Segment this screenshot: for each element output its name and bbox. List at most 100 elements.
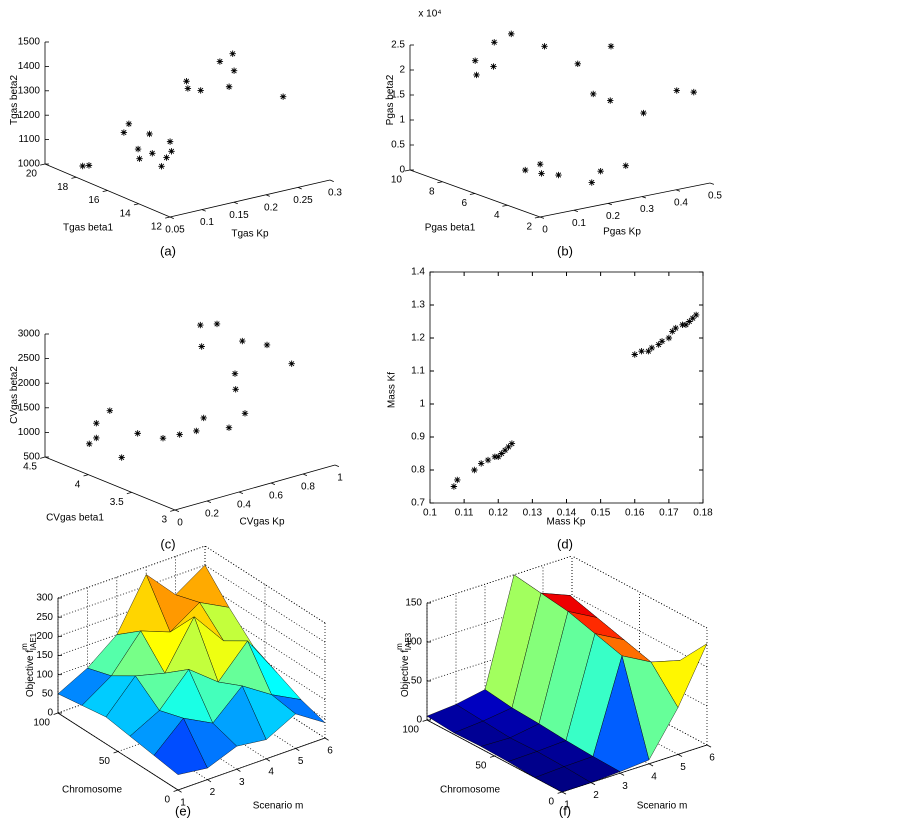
y-tick-label: 14 [120,208,132,219]
x-tick-label: 0.3 [328,188,342,199]
point [590,90,597,98]
point [484,456,492,464]
y-tick-label: 0.8 [411,465,425,476]
point [229,50,236,57]
y-tick-label: 1.3 [411,300,425,311]
x-tick [297,187,302,190]
x-tick [539,216,545,219]
x-tick [334,464,340,467]
y-tick [113,751,119,754]
x-axis-label: Scenario m [253,801,304,812]
point [279,93,287,100]
x-tick [201,209,206,212]
y-tick-label: 0.7 [411,498,425,509]
caption: (d) [557,536,573,551]
point [176,431,183,438]
point [263,341,271,349]
point [491,453,499,460]
point [232,386,239,393]
point [193,427,200,435]
z-tick-label: 50 [42,688,54,699]
y-tick [502,204,508,207]
x-tick-label: 0.3 [640,204,654,215]
x-tick-label: 0.14 [557,508,577,519]
point [454,476,461,484]
x-tick-label: 1 [564,800,570,811]
point [197,321,204,329]
y-tick [83,474,89,477]
y-tick [165,216,171,219]
y-tick-label: 50 [475,761,487,772]
y-tick-label: 20 [26,169,38,180]
x-axis-label: Scenario m [637,801,688,812]
point [648,344,656,352]
y-tick-label: 16 [88,195,100,206]
z-tick-label: 150 [36,650,53,661]
surface-face [534,766,592,793]
x-tick [206,500,212,503]
point [665,334,673,342]
z-tick-label: 0 [47,708,53,719]
x-tick-label: 0.13 [523,508,543,519]
x-tick-label: 5 [680,762,686,773]
y-tick-label: 3.5 [110,497,124,508]
x-tick [329,179,334,182]
z-tick-label: 100 [405,637,422,648]
x-tick-label: 2 [210,787,216,798]
x-tick-label: 0.16 [625,508,645,519]
x-tick [324,737,329,741]
x-tick [265,758,271,762]
z-tick-label: 1 [399,115,405,126]
point [166,138,174,145]
x-tick [561,791,567,795]
z-tick-label: 150 [405,598,422,609]
y-tick-label: 100 [33,718,50,729]
z-axis-label-text: Tgas beta2 [9,75,20,125]
point [125,120,133,128]
y-axis-label: Mass Kf [387,372,398,408]
point [490,63,497,70]
z-tick-label: 1200 [18,110,41,121]
y-tick-label: 10 [391,175,403,186]
x-tick [709,182,715,185]
z-axis-label-sub: IAE3 [404,632,413,650]
x-tick [675,189,681,192]
y-tick-label: 4 [75,479,81,490]
point [85,162,93,169]
point [658,338,666,345]
x-tick-label: 1 [180,798,186,809]
z-axis-label: CVgas beta2 [9,366,20,424]
y-tick-label: 3 [161,515,167,526]
point [225,83,233,90]
x-tick-label: 0.2 [606,211,620,222]
y-tick [437,181,443,184]
x-tick [573,209,579,212]
x-axis [174,464,336,511]
point [538,170,545,177]
y-tick [404,169,411,172]
y-axis-label: CVgas beta1 [46,513,104,524]
x-tick-label: 6 [709,753,715,764]
z-tick-label: 1100 [18,134,40,145]
point [622,162,629,169]
z-tick-label: 2.5 [391,40,405,51]
x-tick [233,201,238,205]
point [536,160,544,168]
point [574,60,581,68]
y-tick [53,712,59,715]
y-tick-label: 100 [402,725,419,736]
z-tick-label: 300 [36,593,53,604]
x-tick-label: 3 [622,781,628,792]
x-tick-label: 0.4 [674,197,688,208]
point [79,162,86,170]
z-tick-label: 0.5 [391,140,405,151]
z-tick-label: 100 [36,669,53,680]
z-tick-label: 2 [399,65,405,76]
point [106,407,113,414]
y-axis-label: Tgas beta1 [63,223,113,234]
point [498,450,505,457]
x-tick-label: 1 [337,473,343,484]
caption: (f) [559,803,571,818]
x-tick [265,194,270,197]
